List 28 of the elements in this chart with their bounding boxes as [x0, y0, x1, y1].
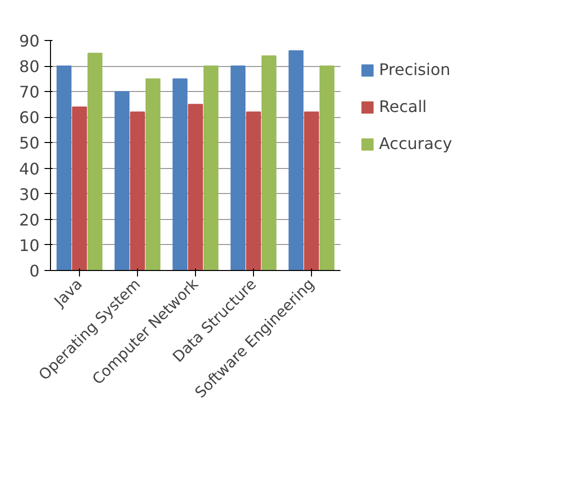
legend-label: Recall	[379, 97, 428, 116]
y-tick-label: 60	[19, 108, 40, 128]
bar	[172, 78, 188, 270]
bar	[230, 66, 246, 270]
bar	[188, 104, 203, 270]
y-tick-label: 20	[19, 210, 40, 230]
bar	[246, 112, 261, 270]
y-tick-label: 40	[19, 159, 40, 178]
y-tick-label: 0	[29, 262, 40, 280]
bar	[304, 112, 319, 270]
bar	[130, 112, 145, 270]
bar	[288, 50, 304, 270]
bar	[204, 66, 218, 270]
bar	[114, 91, 130, 270]
bar	[56, 66, 72, 270]
bar	[146, 78, 160, 270]
legend-label: Accuracy	[379, 134, 454, 153]
legend-label: Precision	[379, 60, 452, 79]
bar	[262, 55, 276, 270]
bar	[72, 106, 87, 270]
y-tick-label: 70	[19, 82, 40, 102]
y-tick-label: 10	[19, 236, 40, 255]
y-tick-label: 90	[19, 32, 40, 50]
y-tick-label: 50	[19, 134, 40, 153]
bar	[88, 52, 102, 270]
bar	[320, 66, 334, 270]
y-tick-label: 80	[19, 57, 40, 76]
y-tick-label: 30	[19, 184, 40, 204]
